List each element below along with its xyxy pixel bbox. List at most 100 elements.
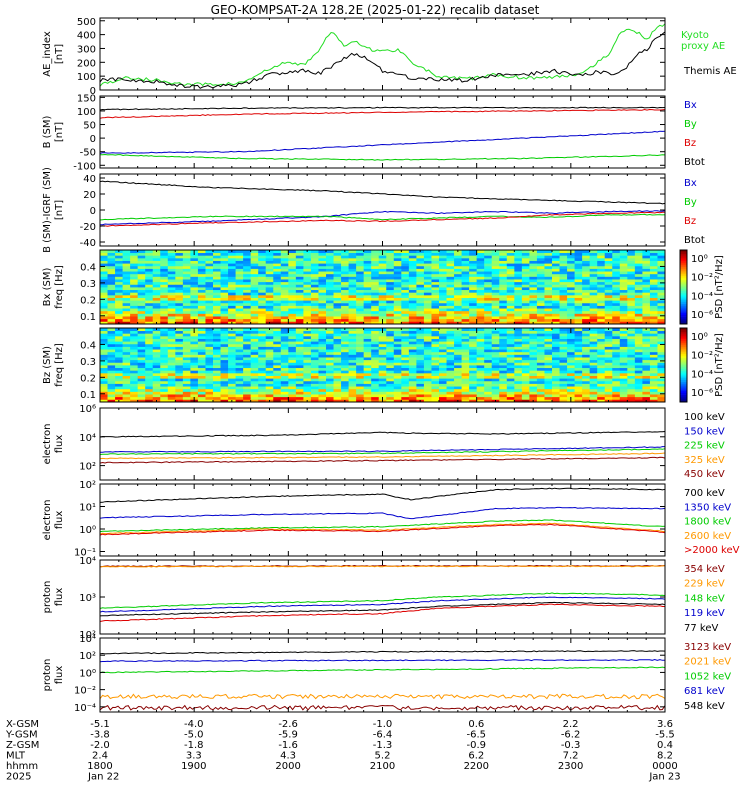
- heatmap-cell: [100, 328, 108, 332]
- x-axis-row-label: MLT: [6, 751, 26, 762]
- heatmap-cell: [205, 330, 214, 334]
- heatmap-cell: [499, 255, 508, 259]
- heatmap-cell: [627, 287, 636, 291]
- heatmap-cell: [213, 396, 221, 400]
- heatmap-cell: [288, 349, 297, 353]
- heatmap-cell: [371, 372, 380, 376]
- heatmap-cell: [642, 367, 651, 371]
- heatmap-cell: [567, 308, 575, 312]
- heatmap-cell: [627, 318, 636, 322]
- heatmap-cell: [612, 276, 621, 280]
- heatmap-cell: [145, 399, 154, 403]
- heatmap-cell: [423, 333, 432, 337]
- y-tick-label: 10²: [79, 480, 96, 491]
- heatmap-cell: [597, 313, 606, 317]
- heatmap-cell: [310, 321, 319, 325]
- heatmap-cell: [122, 383, 131, 387]
- heatmap-cell: [160, 372, 169, 376]
- heatmap-cell: [250, 287, 259, 291]
- heatmap-cell: [612, 328, 621, 332]
- heatmap-cell: [484, 328, 493, 332]
- heatmap-cell: [205, 357, 214, 361]
- heatmap-cell: [243, 383, 252, 387]
- heatmap-cell: [574, 341, 583, 345]
- heatmap-cell: [310, 338, 319, 342]
- heatmap-cell: [167, 341, 176, 345]
- heatmap-cell: [115, 372, 123, 376]
- heatmap-cell: [182, 362, 191, 366]
- heatmap-cell: [326, 310, 334, 314]
- heatmap-cell: [476, 265, 485, 269]
- heatmap-cell: [597, 365, 606, 369]
- heatmap-cell: [574, 287, 583, 291]
- heatmap-cell: [469, 297, 478, 301]
- heatmap-cell: [295, 351, 304, 355]
- heatmap-cell: [499, 362, 508, 366]
- heatmap-cell: [469, 271, 478, 275]
- heatmap-cell: [439, 388, 447, 392]
- heatmap-cell: [228, 380, 236, 384]
- heatmap-cell: [439, 341, 447, 345]
- y-tick-label: 150: [77, 93, 96, 104]
- heatmap-cell: [333, 391, 342, 395]
- heatmap-cell: [657, 367, 666, 371]
- heatmap-cell: [386, 375, 395, 379]
- heatmap-cell: [318, 308, 327, 312]
- heatmap-cell: [280, 294, 289, 298]
- heatmap-cell: [356, 310, 365, 314]
- heatmap-cell: [612, 302, 621, 306]
- heatmap-cell: [536, 372, 545, 376]
- heatmap-cell: [469, 372, 478, 376]
- heatmap-cell: [250, 383, 259, 387]
- heatmap-cell: [544, 351, 553, 355]
- heatmap-cell: [506, 310, 515, 314]
- heatmap-cell: [559, 380, 568, 384]
- heatmap-cell: [363, 281, 372, 285]
- heatmap-cell: [250, 333, 259, 337]
- heatmap-cell: [574, 302, 583, 306]
- heatmap-cell: [408, 260, 417, 264]
- heatmap-cell: [627, 316, 636, 320]
- heatmap-cell: [401, 365, 410, 369]
- heatmap-cell: [273, 383, 282, 387]
- heatmap-cell: [197, 383, 206, 387]
- heatmap-cell: [499, 330, 508, 334]
- heatmap-cell: [265, 294, 274, 298]
- x-axis-row-label: hhmm: [6, 761, 38, 772]
- heatmap-cell: [559, 313, 568, 317]
- heatmap-cell: [386, 333, 395, 337]
- heatmap-cell: [597, 380, 606, 384]
- heatmap-cell: [130, 330, 139, 334]
- heatmap-cell: [446, 308, 455, 312]
- heatmap-cell: [341, 375, 349, 379]
- heatmap-cell: [122, 341, 131, 345]
- series-line: [99, 211, 665, 227]
- heatmap-cell: [529, 308, 538, 312]
- heatmap-cell: [243, 328, 252, 332]
- heatmap-cell: [597, 346, 606, 350]
- heatmap-cell: [582, 316, 591, 320]
- heatmap-cell: [220, 349, 229, 353]
- heatmap-cell: [310, 300, 319, 304]
- heatmap-cell: [499, 294, 508, 298]
- heatmap-cell: [582, 257, 591, 261]
- heatmap-cell: [544, 341, 553, 345]
- heatmap-cell: [310, 255, 319, 259]
- heatmap-cell: [341, 271, 349, 275]
- heatmap-cell: [634, 255, 643, 259]
- heatmap-cell: [288, 289, 297, 293]
- heatmap-cell: [250, 328, 259, 332]
- heatmap-cell: [190, 279, 199, 283]
- heatmap-cell: [536, 255, 545, 259]
- heatmap-cell: [491, 396, 500, 400]
- heatmap-cell: [499, 252, 508, 256]
- heatmap-cell: [378, 294, 387, 298]
- heatmap-cell: [250, 276, 259, 280]
- heatmap-cell: [235, 313, 244, 317]
- heatmap-cell: [250, 357, 259, 361]
- heatmap-cell: [604, 263, 613, 267]
- heatmap-cell: [469, 396, 478, 400]
- heatmap-cell: [597, 335, 606, 339]
